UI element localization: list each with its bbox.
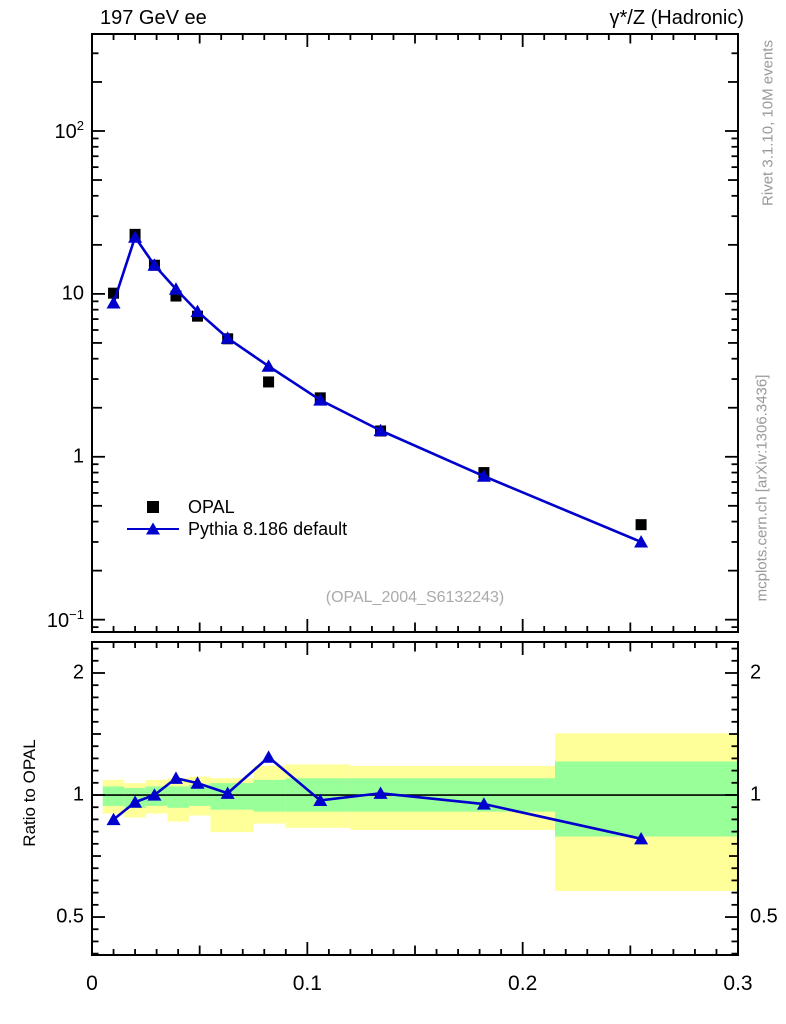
- pythia-triangle-marker: [220, 786, 235, 799]
- ratio-y-tick-label-right: 1: [750, 783, 762, 806]
- ratio-error-bands: [102, 733, 738, 891]
- legend: OPAL Pythia 8.186 default: [127, 496, 347, 540]
- legend-item-pythia: Pythia 8.186 default: [127, 518, 347, 540]
- opal-square-marker: [170, 290, 182, 302]
- axis-ticks: [91, 34, 739, 955]
- pythia-triangle-marker: [128, 795, 143, 808]
- plot-title-right: γ*/Z (Hadronic): [609, 7, 744, 29]
- opal-square-marker: [263, 376, 275, 388]
- pythia-triangle-marker: [147, 258, 162, 271]
- analysis-id-watermark: (OPAL_2004_S6132243): [325, 589, 505, 606]
- band-inner: [554, 761, 738, 837]
- main-y-tick-label: 1: [72, 445, 84, 468]
- mcplots-arxiv-note: mcplots.cern.ch [arXiv:1306.3436]: [753, 374, 771, 602]
- opal-square-marker: [108, 287, 120, 299]
- pythia-triangle-marker: [634, 535, 649, 548]
- pythia-triangle-marker: [313, 393, 328, 406]
- pythia-triangle-marker: [147, 788, 162, 801]
- rivet-version-note: Rivet 3.1.10, 10M events: [759, 40, 777, 206]
- pythia-triangle-marker: [106, 296, 121, 309]
- pythia-triangle-marker: [373, 423, 388, 437]
- x-tick-label: 0.2: [508, 972, 538, 995]
- band-inner: [167, 786, 189, 808]
- legend-label-pythia: Pythia 8.186 default: [188, 518, 348, 539]
- pythia-triangle-marker: [476, 469, 491, 482]
- x-tick-label: 0.3: [723, 972, 753, 995]
- x-tick-label: 0.1: [292, 972, 322, 995]
- pythia-triangle-marker: [190, 304, 205, 318]
- pythia-triangle-marker: [261, 750, 276, 763]
- ratio-y-tick-label-left: 1: [72, 783, 84, 806]
- pythia-triangle-marker: [261, 359, 276, 372]
- ratio-y-tick-label-left: 0.5: [56, 905, 84, 928]
- pythia-markers: [106, 230, 649, 548]
- pythia-triangle-marker: [168, 282, 183, 295]
- main-y-tick-label: 102: [54, 118, 84, 143]
- opal-square-marker: [635, 519, 647, 531]
- ratio-markers: [106, 750, 649, 845]
- ratio-y-tick-label-left: 2: [72, 661, 84, 684]
- pythia-triangle-marker: [168, 771, 183, 784]
- pythia-triangle-marker: [313, 793, 328, 806]
- pythia-triangle-marker: [128, 230, 143, 243]
- main-y-tick-label: 10: [61, 282, 84, 305]
- opal-data-points: [108, 228, 647, 531]
- legend-label-opal: OPAL: [188, 496, 235, 517]
- pythia-triangle-line-icon: [127, 518, 179, 540]
- pythia-triangle-marker: [373, 786, 388, 799]
- pythia-triangle-marker: [476, 797, 491, 810]
- main-y-tick-label: 10−1: [46, 606, 84, 632]
- pythia-triangle-marker: [190, 776, 205, 789]
- pythia-triangle-marker: [106, 812, 121, 826]
- band-inner: [102, 786, 125, 806]
- x-tick-label: 0: [86, 972, 98, 995]
- pythia-triangle-marker: [220, 331, 235, 344]
- ratio-y-tick-label-right: 0.5: [750, 905, 778, 928]
- opal-square-icon: [127, 496, 179, 518]
- plot-title-left: 197 GeV ee: [100, 7, 207, 29]
- pythia-triangle-marker: [634, 831, 649, 845]
- ratio-y-tick-label-right: 2: [750, 661, 762, 684]
- legend-item-opal: OPAL: [127, 496, 347, 518]
- ratio-axis-title: Ratio to OPAL: [20, 739, 39, 847]
